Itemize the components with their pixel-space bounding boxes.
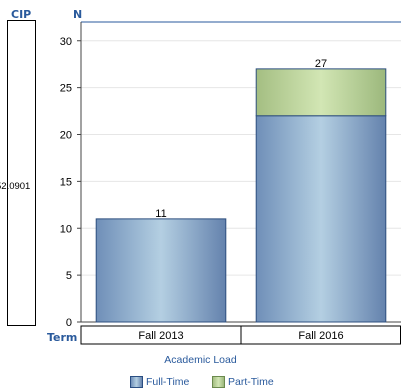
y-tick-label: 15 (60, 176, 72, 188)
term-axis-header: Term (47, 331, 78, 344)
bar-full-time-fall-2013 (95, 218, 227, 323)
full-time-swatch (130, 376, 143, 388)
bar-part-time-fall-2016 (255, 68, 387, 117)
cip-header: CIP (11, 8, 32, 21)
n-axis-header: N (73, 8, 83, 21)
y-tick-label: 25 (60, 83, 72, 95)
x-category-label: Fall 2013 (138, 330, 183, 342)
bar-total-label: 11 (155, 208, 166, 220)
y-tick-label: 20 (60, 130, 72, 142)
bar-total-label: 27 (315, 58, 327, 70)
legend-item-part-time: Part-Time (212, 376, 274, 388)
legend-title: Academic Load (164, 354, 237, 366)
y-tick-label: 5 (66, 270, 72, 282)
y-tick-label: 30 (60, 36, 72, 48)
cip-column-box (7, 20, 36, 326)
y-tick-label: 10 (60, 223, 72, 235)
bar-full-time-fall-2016 (255, 115, 387, 323)
legend-item-full-time: Full-Time (130, 376, 189, 388)
legend-label-full-time: Full-Time (146, 376, 190, 388)
legend-label-part-time: Part-Time (228, 376, 274, 388)
y-tick-label: 0 (66, 317, 72, 329)
x-category-label: Fall 2016 (298, 330, 343, 342)
cip-code-value: 52.0901 (0, 181, 31, 192)
part-time-swatch (212, 376, 225, 388)
